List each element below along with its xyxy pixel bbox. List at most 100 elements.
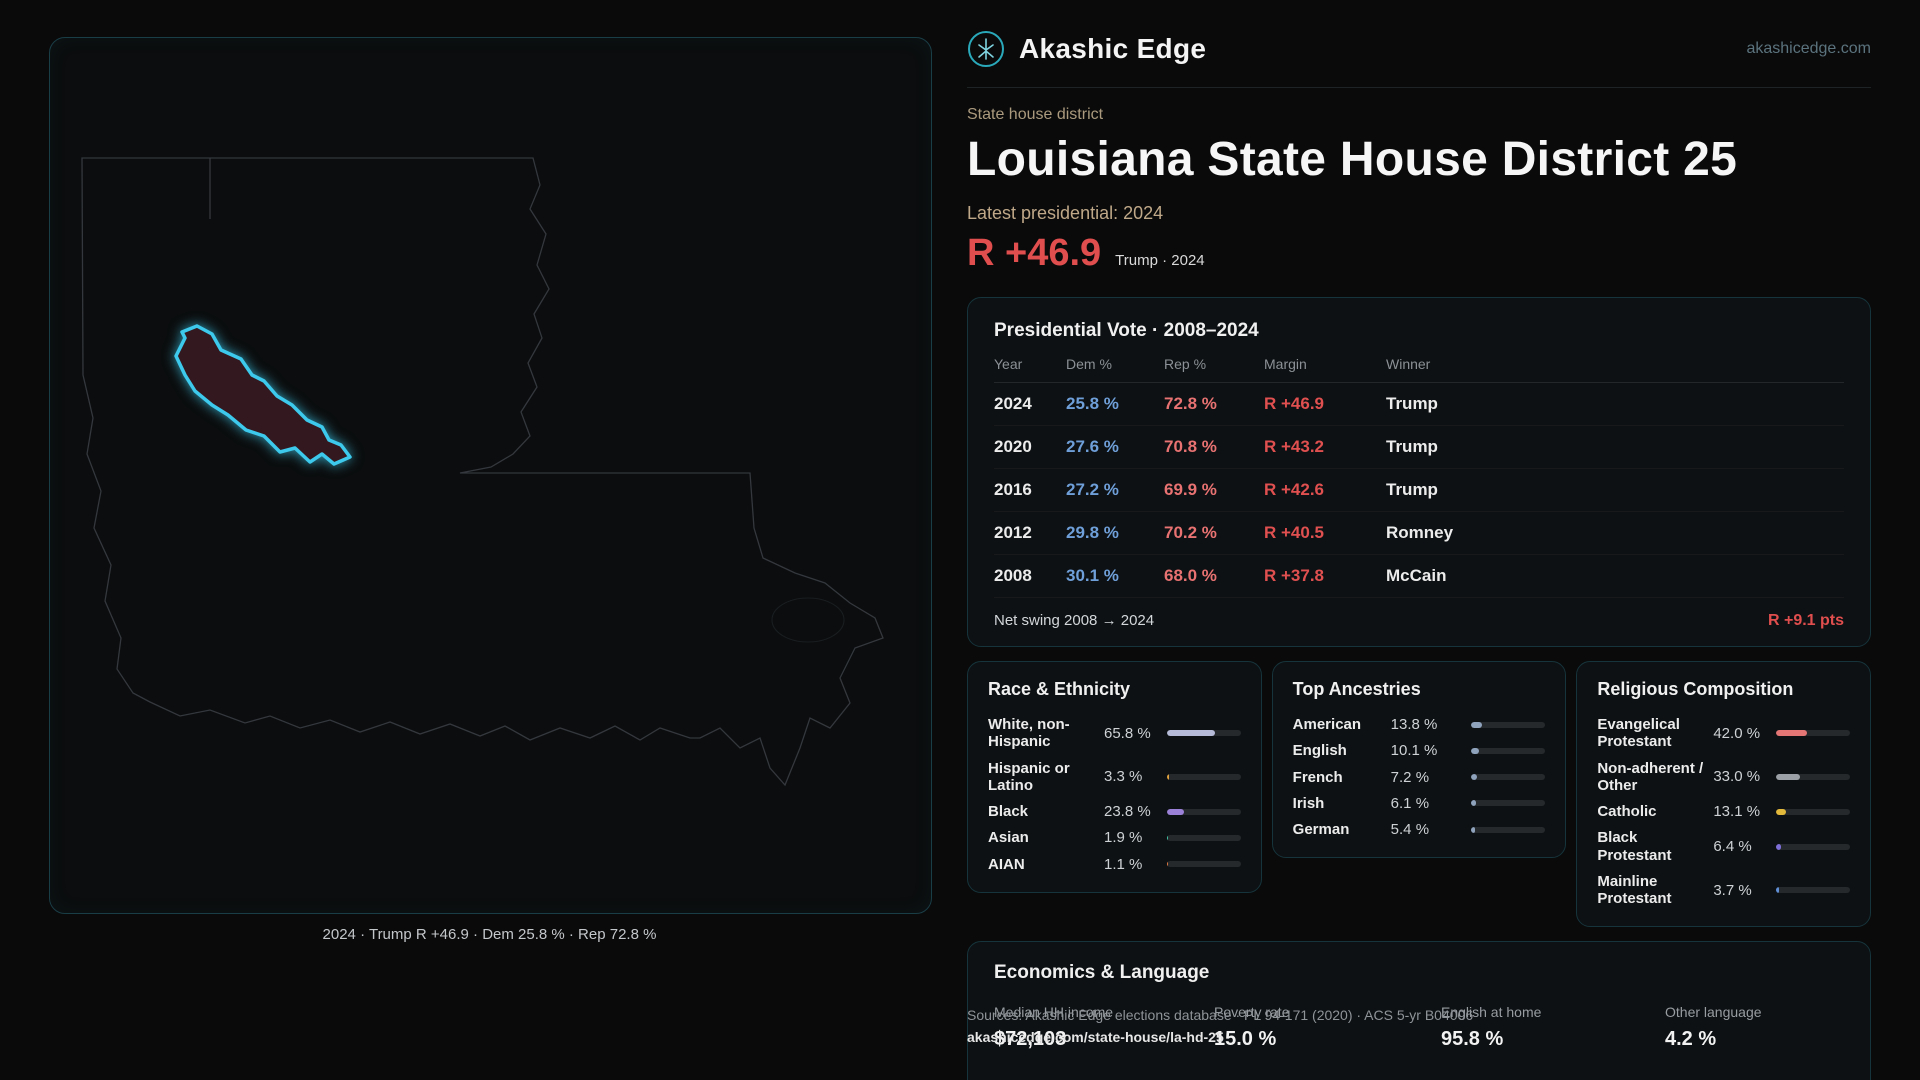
stat-label: Catholic xyxy=(1597,803,1657,820)
presidential-card-title: Presidential Vote · 2008–2024 xyxy=(994,320,1259,341)
louisiana-map xyxy=(81,157,884,787)
permalink-link[interactable]: akashicedge.com/state-house/la-hd-25 xyxy=(967,1028,1224,1045)
bar-track xyxy=(1166,730,1241,737)
margin-summary: R +46.9 Trump · 2024 xyxy=(967,232,1871,275)
bar-fill xyxy=(1776,773,1801,780)
akashic-edge-logo-icon xyxy=(968,31,1004,67)
net-swing-value: R +9.1 pts xyxy=(1767,612,1844,629)
page-title: Louisiana State House District 25 xyxy=(967,133,1738,186)
bar-track xyxy=(1166,861,1241,868)
stat-label: Hispanic or Latino xyxy=(988,759,1070,794)
stat-value: 10.1 % xyxy=(1390,742,1438,760)
ancestries-card-title: Top Ancestries xyxy=(1292,679,1421,699)
bar-fill xyxy=(1471,747,1479,754)
bar-fill xyxy=(1471,826,1476,833)
bar-track xyxy=(1166,808,1241,815)
stat-value: 42.0 % xyxy=(1713,724,1761,742)
bar-track xyxy=(1776,730,1851,737)
map-caption: 2024 · Trump R +46.9 · Dem 25.8 % · Rep … xyxy=(322,926,657,943)
content-column: Akashic Edge akashicedge.com State house… xyxy=(967,0,1872,1080)
margin-context: Trump · 2024 xyxy=(1115,252,1205,269)
bar-track xyxy=(1776,808,1851,815)
race-card-title: Race & Ethnicity xyxy=(988,679,1131,699)
bar-fill xyxy=(1166,834,1169,841)
cell-rep: 72.8 % xyxy=(1164,394,1217,413)
stat-label: Irish xyxy=(1292,794,1325,812)
cell-year: 2008 xyxy=(994,566,1032,585)
stat-label: Evangelical Protestant xyxy=(1597,716,1680,751)
religious-composition-card: Religious Composition Evangelical Protes… xyxy=(1576,661,1872,928)
sources-line: Sources: Akashic Edge elections database… xyxy=(967,1007,1474,1023)
cell-year: 2020 xyxy=(994,437,1032,456)
stat-label: White, non-Hispanic xyxy=(988,716,1070,751)
stat-value: 1.9 % xyxy=(1104,829,1143,847)
stat-row: Hispanic or Latino 3.3 % xyxy=(988,760,1241,795)
bar-fill xyxy=(1776,808,1786,815)
stat-label: AIAN xyxy=(988,855,1025,873)
presidential-vote-card: Presidential Vote · 2008–2024 Year Dem %… xyxy=(967,297,1871,647)
table-header-row: Year Dem % Rep % Margin Winner xyxy=(994,356,1844,383)
cell-winner: Trump xyxy=(1386,394,1438,413)
bar-track xyxy=(1776,843,1851,850)
stat-label: Asian xyxy=(988,829,1029,847)
latest-presidential-label: Latest presidential: 2024 xyxy=(967,203,1164,223)
stat-row: French 7.2 % xyxy=(1293,769,1546,786)
stat-label: German xyxy=(1292,821,1350,838)
net-swing-row: Net swing 2008 → 2024 R +9.1 pts xyxy=(994,598,1844,630)
col-winner: Winner xyxy=(1386,356,1431,372)
religion-card-title: Religious Composition xyxy=(1597,679,1794,699)
footer-sources: Sources: Akashic Edge elections database… xyxy=(967,1005,1473,1048)
cell-margin: R +46.9 xyxy=(1264,394,1325,413)
stat-row: AIAN 1.1 % xyxy=(988,856,1241,873)
cell-winner: Trump xyxy=(1386,480,1438,499)
col-rep: Rep % xyxy=(1164,356,1207,372)
cell-dem: 25.8 % xyxy=(1066,394,1119,413)
margin-value: R +46.9 xyxy=(967,232,1102,274)
stat-value: 33.0 % xyxy=(1713,768,1761,786)
bar-fill xyxy=(1776,730,1808,737)
economics-stat: Other language 4.2 % xyxy=(1665,1004,1844,1051)
cell-year: 2024 xyxy=(994,394,1032,413)
stat-value: 3.7 % xyxy=(1713,881,1752,899)
economics-language-card: Economics & Language Median HH income $7… xyxy=(967,941,1871,1080)
brand-name: Akashic Edge xyxy=(1019,33,1207,64)
cell-margin: R +40.5 xyxy=(1264,523,1325,542)
stat-label: Black xyxy=(988,803,1029,820)
cell-margin: R +37.8 xyxy=(1264,566,1325,585)
stat-value: 65.8 % xyxy=(1104,724,1151,742)
stat-label: Poverty rate xyxy=(1214,1004,1290,1021)
district-map-panel xyxy=(49,37,932,914)
economics-stats: Median HH income $72,103 Poverty rate 15… xyxy=(994,1004,1844,1051)
bar-fill xyxy=(1776,887,1779,893)
stat-label: Median HH income xyxy=(994,1004,1114,1021)
stat-row: German 5.4 % xyxy=(1293,821,1546,838)
table-row: 2016 27.2 % 69.9 % R +42.6 Trump xyxy=(994,469,1844,512)
col-dem: Dem % xyxy=(1066,356,1112,372)
stat-row: Catholic 13.1 % xyxy=(1597,803,1851,820)
table-row: 2012 29.8 % 70.2 % R +40.5 Romney xyxy=(994,512,1844,555)
stat-value: 15.0 % xyxy=(1214,1028,1277,1051)
district-25-shape[interactable] xyxy=(174,324,352,466)
stat-value: $72,103 xyxy=(994,1028,1067,1051)
economics-card-title: Economics & Language xyxy=(994,962,1210,984)
stat-label: English xyxy=(1292,742,1347,760)
stat-value: 1.1 % xyxy=(1104,855,1143,873)
bar-track xyxy=(1166,773,1241,780)
bar-track xyxy=(1166,834,1241,841)
bar-track xyxy=(1776,773,1851,780)
top-ancestries-card: Top Ancestries American 13.8 % English 1… xyxy=(1271,661,1567,859)
stat-value: 23.8 % xyxy=(1104,803,1151,821)
stat-label: American xyxy=(1292,716,1362,733)
economics-stat: Median HH income $72,103 xyxy=(994,1004,1214,1051)
cell-year: 2012 xyxy=(994,523,1032,542)
stat-value: 7.2 % xyxy=(1390,768,1430,786)
site-link[interactable]: akashicedge.com xyxy=(1746,40,1871,57)
stat-label: Black Protestant xyxy=(1597,829,1672,864)
table-row: 2024 25.8 % 72.8 % R +46.9 Trump xyxy=(994,383,1844,426)
stat-row: Irish 6.1 % xyxy=(1293,795,1546,812)
economics-stat: Poverty rate 15.0 % xyxy=(1214,1004,1441,1051)
col-margin: Margin xyxy=(1264,356,1307,372)
stat-row: Non-adherent / Other 33.0 % xyxy=(1597,760,1851,795)
cell-dem: 27.2 % xyxy=(1066,480,1119,499)
bar-fill xyxy=(1471,774,1477,781)
